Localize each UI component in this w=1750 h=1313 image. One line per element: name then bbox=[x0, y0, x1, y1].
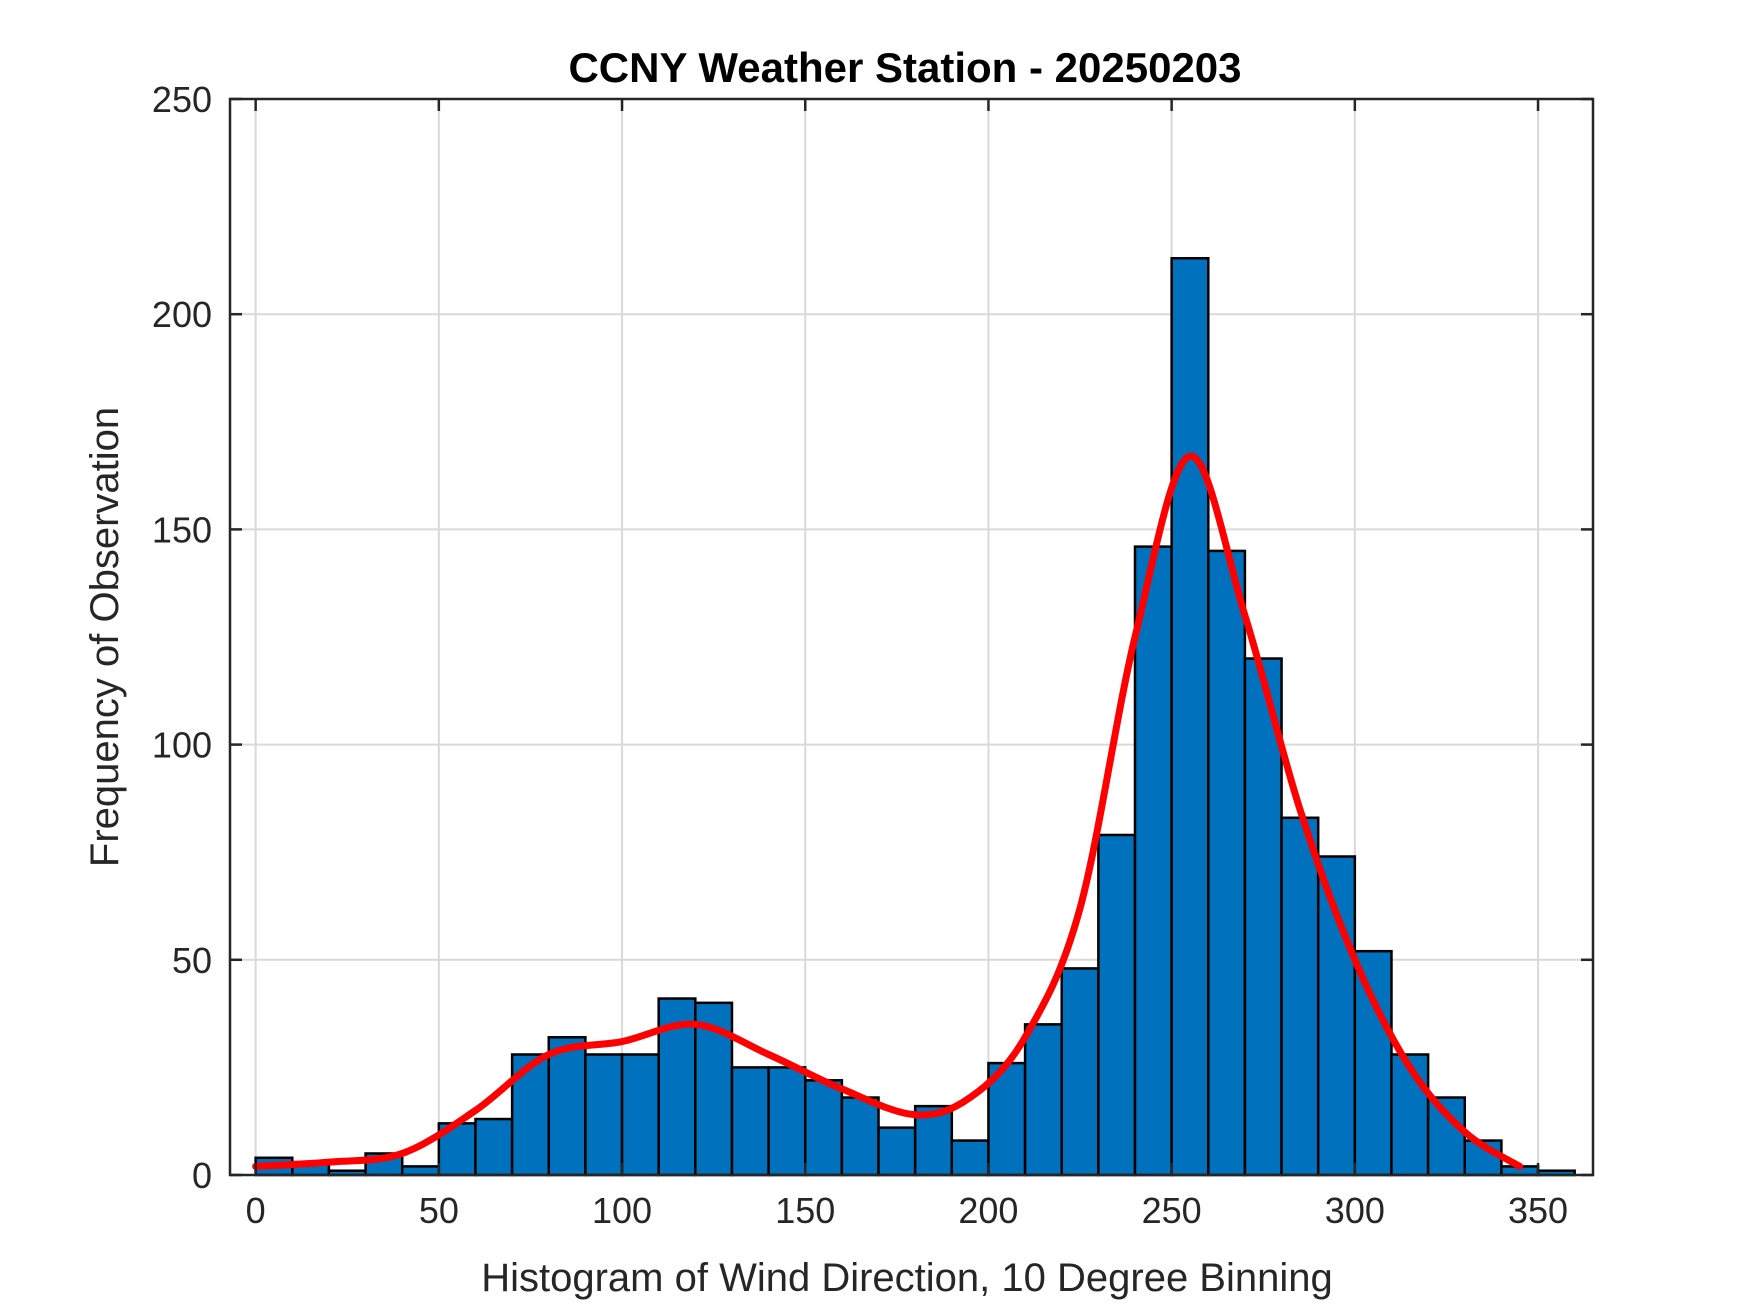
histogram-bar bbox=[400, 1165, 441, 1177]
plot-frame bbox=[228, 97, 1595, 1177]
chart-title: CCNY Weather Station - 20250203 bbox=[568, 44, 1241, 91]
histogram-bar bbox=[730, 1066, 770, 1177]
histogram-bar bbox=[620, 1053, 660, 1177]
y-tick-labels: 0 50 100 150 200 250 bbox=[152, 79, 212, 1196]
x-tick-label: 100 bbox=[592, 1190, 652, 1231]
histogram-bar bbox=[1133, 545, 1173, 1177]
histogram-bar bbox=[474, 1117, 514, 1177]
histogram-bar bbox=[1023, 1023, 1063, 1177]
histogram-bar bbox=[1280, 816, 1320, 1177]
y-tick-label: 0 bbox=[192, 1155, 212, 1196]
fit-curve bbox=[252, 452, 1524, 1170]
y-tick-label: 200 bbox=[152, 294, 212, 335]
x-axis-label: Histogram of Wind Direction, 10 Degree B… bbox=[481, 1256, 1333, 1300]
axis-ticks bbox=[230, 97, 1593, 1177]
histogram-bar bbox=[803, 1079, 844, 1177]
histogram-bar bbox=[1170, 256, 1210, 1177]
histogram-bar bbox=[1316, 855, 1357, 1177]
histogram-bar bbox=[877, 1126, 917, 1177]
histogram-bar bbox=[547, 1036, 587, 1177]
x-tick-labels: 0 50 100 150 200 250 300 350 bbox=[246, 1190, 1568, 1231]
histogram-bar bbox=[584, 1053, 624, 1177]
histogram-bar bbox=[767, 1066, 807, 1177]
histogram-bar bbox=[1060, 967, 1100, 1177]
x-tick-label: 50 bbox=[419, 1190, 459, 1231]
x-tick-label: 300 bbox=[1325, 1190, 1385, 1231]
x-tick-label: 200 bbox=[958, 1190, 1018, 1231]
y-axis-label: Frequency of Observation bbox=[83, 407, 127, 867]
x-tick-label: 0 bbox=[246, 1190, 266, 1231]
histogram-bar bbox=[1243, 657, 1283, 1177]
y-tick-label: 100 bbox=[152, 725, 212, 766]
y-tick-label: 250 bbox=[152, 79, 212, 120]
histogram-bars bbox=[254, 256, 1576, 1177]
histogram-bar bbox=[840, 1096, 880, 1177]
histogram-bar bbox=[1207, 549, 1247, 1177]
histogram-bar bbox=[1353, 949, 1393, 1177]
y-tick-label: 50 bbox=[172, 940, 212, 981]
x-tick-label: 150 bbox=[775, 1190, 835, 1231]
histogram-bar bbox=[1097, 833, 1137, 1177]
histogram-bar bbox=[950, 1139, 990, 1177]
x-tick-label: 250 bbox=[1142, 1190, 1202, 1231]
x-tick-label: 350 bbox=[1508, 1190, 1568, 1231]
y-tick-label: 150 bbox=[152, 509, 212, 550]
